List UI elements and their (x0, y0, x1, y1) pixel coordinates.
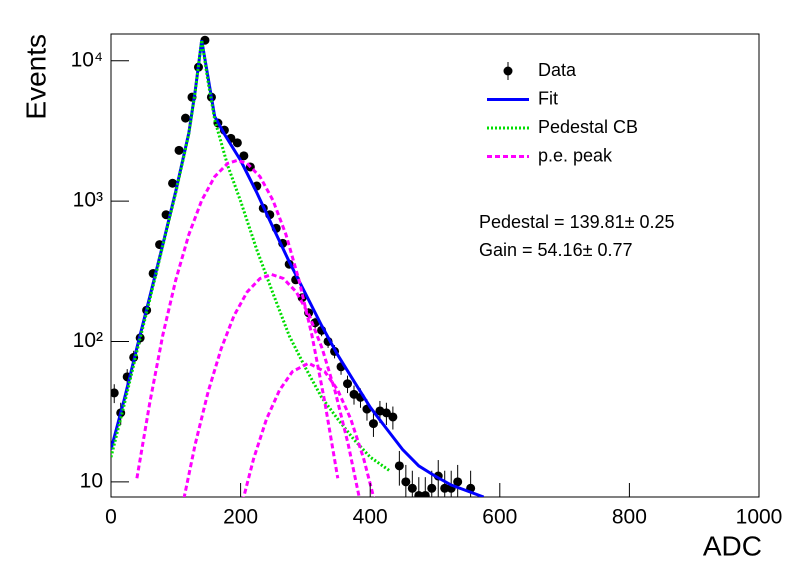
data-point (394, 461, 404, 471)
curve (182, 272, 361, 497)
annotation: Gain = 54.16± 0.77 (479, 240, 633, 260)
data-point (420, 490, 430, 497)
data-point (368, 419, 378, 429)
y-axis-label: Events (20, 34, 51, 120)
data-point (232, 138, 242, 148)
data-point (453, 477, 463, 487)
data-point (388, 412, 398, 422)
legend-label: Data (538, 60, 577, 80)
data-point (174, 145, 184, 155)
legend-swatch (503, 66, 513, 76)
x-tick-label: 0 (105, 506, 117, 529)
data-point (427, 483, 437, 493)
data-point (168, 178, 178, 188)
legend-label: Pedestal CB (538, 117, 638, 137)
x-tick-label: 200 (223, 506, 258, 529)
plot-frame (110, 33, 760, 498)
x-tick-label: 600 (482, 506, 517, 529)
y-tick-label: 10² (73, 329, 103, 352)
data-point (407, 483, 417, 493)
data-point (401, 477, 411, 487)
data-point (440, 483, 450, 493)
plot-area (111, 35, 485, 497)
data-point (381, 408, 391, 418)
curve (135, 158, 340, 479)
curve (111, 39, 485, 497)
y-tick-label: 10³ (73, 189, 103, 212)
legend-label: Fit (538, 88, 558, 108)
data-point (239, 151, 249, 161)
annotation: Pedestal = 139.81± 0.25 (479, 212, 675, 232)
legend-label: p.e. peak (538, 145, 613, 165)
y-tick-label: 10 (80, 469, 103, 492)
data-point (343, 379, 353, 389)
y-tick-label: 10⁴ (71, 48, 103, 71)
data-point (181, 113, 191, 123)
data-point (111, 388, 119, 398)
curve (242, 361, 376, 497)
x-tick-label: 400 (353, 506, 388, 529)
x-tick-label: 800 (612, 506, 647, 529)
x-tick-label: 1000 (736, 506, 783, 529)
x-axis-label: ADC (703, 530, 762, 561)
